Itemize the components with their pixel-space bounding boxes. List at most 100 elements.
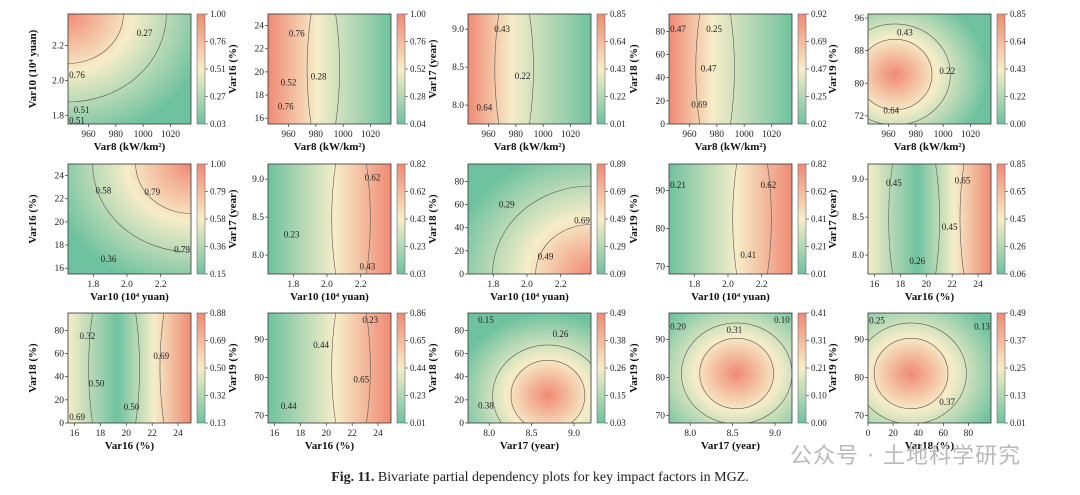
y-tick-label: 20 [55, 396, 65, 406]
colorbar [797, 312, 807, 424]
x-tick-label: 1000 [735, 130, 754, 140]
x-tick-label: 9.0 [568, 429, 580, 439]
colorbar-tick-label: 0.28 [410, 92, 426, 102]
contour-line [366, 312, 371, 424]
plot-frame [67, 163, 192, 275]
y-tick-label: 22 [55, 195, 65, 205]
contour-line [699, 337, 774, 409]
colorbar-tick-label: 0.44 [410, 363, 426, 373]
colorbar-tick-label: 0.79 [210, 187, 226, 197]
x-tick-label: 24 [173, 429, 183, 439]
y-tick-label: 40 [455, 224, 465, 234]
contour-label: 0.51 [69, 116, 85, 126]
colorbar-tick-label: 0.21 [811, 242, 827, 252]
x-axis-label: Var16 (%) [105, 440, 155, 452]
contour-label: 0.43 [360, 261, 376, 271]
contour-label: 0.25 [706, 24, 722, 34]
x-tick-label: 20 [322, 429, 332, 439]
colorbar-tick-label: 0.76 [210, 37, 226, 47]
colorbar-tick-label: 0.31 [811, 336, 827, 346]
colorbar-tick-label: 0.65 [410, 336, 426, 346]
x-tick-label: 2.0 [722, 280, 734, 290]
contour-label: 0.79 [174, 245, 190, 255]
heatmap-surface [468, 164, 591, 274]
colorbar-tick-label: 0.69 [210, 336, 226, 346]
y-axis-label: Var18 (%) [27, 343, 39, 393]
x-tick-label: 20 [122, 429, 132, 439]
y-tick-label: 80 [455, 177, 465, 187]
contour-label: 0.69 [69, 412, 85, 422]
colorbar-tick-label: 0.25 [1010, 363, 1026, 373]
y-tick-label: 20 [255, 68, 265, 78]
colorbar-tick-label: 0.00 [1010, 119, 1026, 129]
contour-line [935, 163, 940, 275]
colorbar-tick-label: 1.00 [210, 159, 226, 169]
y-tick-label: 8.0 [852, 251, 864, 261]
heatmap-surface [68, 14, 191, 124]
contour-label: 0.10 [774, 315, 790, 325]
y-tick-label: 60 [656, 51, 666, 61]
contour-line [159, 312, 165, 424]
colorbar-tick-label: 0.25 [811, 92, 827, 102]
colorbar-tick-label: 0.21 [811, 363, 827, 373]
y-tick-label: 2.0 [52, 76, 64, 86]
contour-label: 0.23 [284, 230, 300, 240]
plot-frame [67, 312, 192, 424]
colorbar-tick-label: 0.62 [410, 187, 426, 197]
y-tick-label: 80 [55, 326, 65, 336]
y-tick-label: 80 [656, 373, 666, 383]
y-tick-label: 20 [656, 97, 666, 107]
colorbar-tick-label: 0.58 [210, 214, 226, 224]
y-tick-label: 80 [455, 326, 465, 336]
colorbar-tick-label: 0.02 [811, 119, 827, 129]
y-tick-label: 8.5 [852, 213, 864, 223]
contour-label: 0.64 [477, 102, 493, 112]
contour-label: 0.52 [281, 77, 297, 87]
contour-label: 0.50 [124, 402, 140, 412]
contour-label: 0.38 [478, 401, 494, 411]
x-tick-label: 980 [109, 130, 124, 140]
colorbar [596, 312, 606, 424]
heatmap-surface [868, 14, 991, 124]
colorbar-tick-label: 0.04 [410, 119, 426, 129]
contour-label: 0.62 [761, 180, 777, 190]
x-axis-label: Var8 (kW/km²) [894, 141, 966, 153]
y-tick-label: 80 [656, 224, 666, 234]
colorbar-tick-label: 0.69 [811, 37, 827, 47]
colorbar-tick-label: 0.64 [1010, 37, 1026, 47]
x-axis-label: Var8 (kW/km²) [294, 141, 366, 153]
x-axis-label: Var10 (10⁴ yuan) [490, 291, 569, 303]
x-tick-label: 22 [347, 429, 357, 439]
colorbar-tick-label: 0.13 [1010, 391, 1026, 401]
contour-label: 0.23 [362, 315, 378, 325]
watermark: 公众号 · 土地科学研究 [790, 444, 1021, 469]
x-tick-label: 1000 [334, 130, 353, 140]
y-axis-label: Var18 (%) [427, 194, 439, 244]
x-tick-label: 1020 [561, 130, 580, 140]
contour-line [767, 163, 772, 275]
contour-line [868, 39, 933, 110]
y-tick-label: 70 [656, 411, 666, 421]
y-tick-label: 9.0 [252, 175, 264, 185]
x-tick-label: 1020 [361, 130, 380, 140]
y-tick-label: 80 [855, 79, 865, 89]
colorbar-tick-label: 0.43 [1010, 64, 1026, 74]
y-tick-label: 9.0 [452, 25, 464, 35]
x-tick-label: 960 [81, 130, 96, 140]
y-tick-label: 8.0 [452, 101, 464, 111]
y-tick-label: 80 [255, 373, 265, 383]
contour-line [88, 312, 93, 424]
contour-line [494, 13, 500, 125]
colorbar-tick-label: 0.37 [1010, 336, 1026, 346]
contour-label: 0.20 [670, 321, 686, 331]
x-axis-label: Var8 (kW/km²) [494, 141, 566, 153]
y-axis-label: Var19 (%) [628, 343, 640, 393]
colorbar-tick-label: 0.36 [210, 242, 226, 252]
y-tick-label: 18 [55, 241, 65, 251]
x-tick-label: 960 [481, 130, 496, 140]
contour-label: 0.49 [538, 252, 554, 262]
x-tick-label: 20 [922, 280, 932, 290]
x-tick-label: 2.0 [521, 280, 533, 290]
pdp-panel: 960 980 1000 1020 72 80 88 96 Var8 (kW/km²) Var19… [827, 9, 1026, 153]
colorbar-tick-label: 0.85 [1010, 9, 1026, 19]
